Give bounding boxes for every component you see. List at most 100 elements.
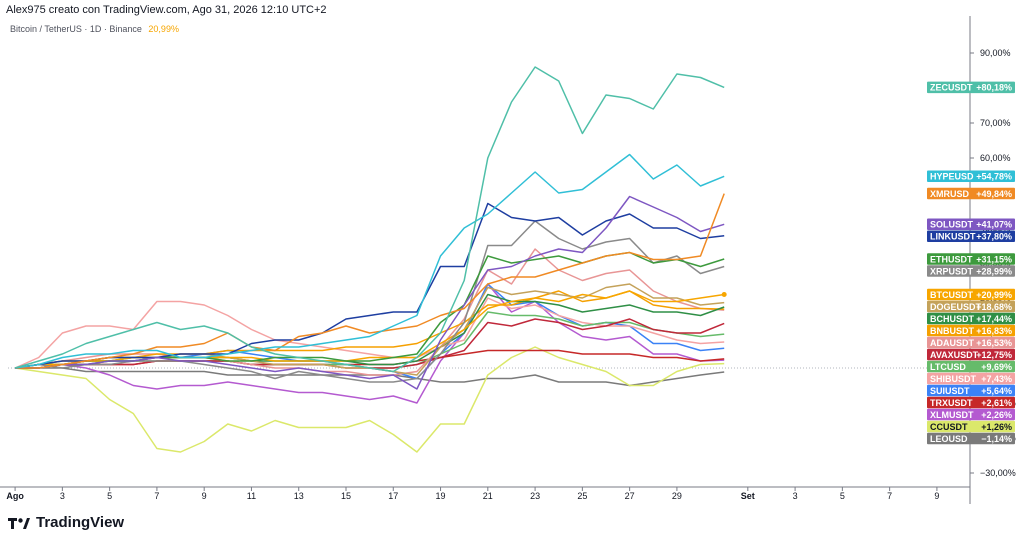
tag-ethusdt[interactable]: ETHUSDT +31,15% xyxy=(927,253,1015,265)
tag-symbol: BTCUSDT xyxy=(930,290,973,300)
btc-last-point xyxy=(721,292,727,298)
tag-symbol: BCHUSDT xyxy=(930,314,975,324)
tag-zecusdt[interactable]: ZECUSDT +80,18% xyxy=(927,81,1015,94)
tag-value: +41,07% xyxy=(976,220,1012,230)
tag-value: +28,99% xyxy=(976,266,1012,276)
symbol-legend-name: Bitcoin / TetherUS · 1D · Binance xyxy=(10,24,142,34)
tag-symbol: ZECUSDT xyxy=(930,83,973,93)
tag-ccusdt[interactable]: CCUSDT +1,26% xyxy=(927,420,1015,433)
tag-background xyxy=(927,396,1015,409)
tradingview-logo-text: TradingView xyxy=(36,514,125,531)
tag-value: +5,64% xyxy=(981,386,1012,396)
series-line-hypeusd xyxy=(14,153,725,369)
y-tick-label: 90,00% xyxy=(980,48,1011,58)
tag-background xyxy=(927,384,1015,397)
series-line-xlmusdt xyxy=(15,283,725,404)
x-tick-label: 9 xyxy=(934,491,939,501)
series-tags: ZECUSDT +80,18% HYPEUSD +54,78% XMRUSD +49,84… xyxy=(927,81,1015,445)
tag-symbol: TRXUSDT xyxy=(930,398,973,408)
x-axis: Ago 3 5 7 9 11 13 15 17 19 21 23 25 27 29 Set 3 5 7 9 xyxy=(0,486,970,501)
tag-leousd[interactable]: LEOUSD −1,14% xyxy=(927,432,1015,445)
tag-xmrusd[interactable]: XMRUSD +49,84% xyxy=(927,187,1015,200)
tag-symbol: SOLUSDT xyxy=(930,220,974,230)
tag-bnbusdt[interactable]: BNBUSDT +16,83% xyxy=(927,324,1015,337)
tag-background xyxy=(927,81,1015,94)
x-tick-label: 11 xyxy=(247,491,256,501)
tradingview-branding[interactable]: TradingView xyxy=(8,514,124,531)
x-tick-label: 27 xyxy=(625,491,635,501)
tag-avaxusdt[interactable]: AVAXUSDT+12,75% xyxy=(927,348,1015,361)
x-tick-label: 19 xyxy=(436,491,446,501)
tag-value: +1,26% xyxy=(981,422,1012,432)
tag-background xyxy=(927,300,1015,313)
tag-value: −1,14% xyxy=(981,434,1012,444)
x-tick-label: 3 xyxy=(793,491,798,501)
tag-symbol: LTCUSD xyxy=(930,362,966,372)
tag-symbol: XLMUSDT xyxy=(930,410,974,420)
tag-background xyxy=(927,312,1015,325)
x-tick-label: 5 xyxy=(107,491,112,501)
tag-background xyxy=(927,230,1015,243)
x-tick-label: 15 xyxy=(341,491,351,501)
tag-dogeusdt[interactable]: DOGEUSDT+18,68% xyxy=(927,300,1015,313)
tag-symbol: AVAXUSDT xyxy=(930,350,979,360)
tag-background xyxy=(927,408,1015,421)
tag-background xyxy=(927,324,1015,337)
tag-value: +2,26% xyxy=(981,410,1012,420)
series-line-zecusdt xyxy=(14,66,725,373)
tag-linkusdt[interactable]: LINKUSDT +37,80% xyxy=(927,230,1015,243)
y-tick-label: −30,00% xyxy=(980,468,1016,478)
y-tick-label: 60,00% xyxy=(980,153,1011,163)
x-tick-label: 5 xyxy=(840,491,845,501)
tag-suiusdt[interactable]: SUIUSDT +5,64% xyxy=(927,384,1015,397)
tag-background xyxy=(927,218,1015,231)
tag-xlmusdt[interactable]: XLMUSDT +2,26% xyxy=(927,408,1015,421)
tag-background xyxy=(927,360,1015,373)
tag-background xyxy=(927,348,1015,361)
tag-ltcusd[interactable]: LTCUSD +9,69% xyxy=(927,360,1015,373)
tag-xrpusdt[interactable]: XRPUSDT +28,99% xyxy=(927,265,1015,277)
x-tick-label: Ago xyxy=(6,491,24,501)
series-line-ethusdt xyxy=(15,251,725,369)
tag-value: +12,75% xyxy=(976,350,1012,360)
tag-value: +17,44% xyxy=(976,314,1012,324)
tag-background xyxy=(927,372,1015,385)
x-tick-label: 23 xyxy=(530,491,540,501)
tag-value: +54,78% xyxy=(976,172,1012,182)
tag-background xyxy=(927,187,1015,200)
tag-btcusdt[interactable]: BTCUSDT +20,99% xyxy=(927,288,1015,301)
tag-background xyxy=(927,170,1015,183)
tag-value: +16,53% xyxy=(976,338,1012,348)
series-line-linkusdt xyxy=(14,202,725,369)
x-tick-label: Set xyxy=(741,491,755,501)
tag-symbol: XRPUSDT xyxy=(930,266,974,276)
series-line-xmrusd xyxy=(15,193,725,369)
tag-symbol: LEOUSD xyxy=(930,434,968,444)
tag-value: +37,80% xyxy=(976,232,1012,242)
tag-symbol: DOGEUSDT xyxy=(930,302,982,312)
x-tick-label: 7 xyxy=(887,491,892,501)
x-tick-label: 9 xyxy=(202,491,207,501)
tag-trxusdt[interactable]: TRXUSDT +2,61% xyxy=(927,396,1015,409)
tag-value: +16,83% xyxy=(976,326,1012,336)
tag-solusdt[interactable]: SOLUSDT +41,07% xyxy=(927,218,1015,231)
tag-bchusdt[interactable]: BCHUSDT +17,44% xyxy=(927,312,1015,325)
tag-shibusdt[interactable]: SHIBUSDT +7,43% xyxy=(927,372,1015,385)
series-line-solusdt xyxy=(15,195,725,390)
tag-symbol: XMRUSD xyxy=(930,189,970,199)
tag-symbol: ETHUSDT xyxy=(930,254,973,264)
x-tick-label: 7 xyxy=(154,491,159,501)
tag-background xyxy=(927,265,1015,277)
symbol-legend-value: 20,99% xyxy=(148,24,179,34)
tag-value: +31,15% xyxy=(976,254,1012,264)
chart-header-title: Alex975 creato con TradingView.com, Ago … xyxy=(6,4,327,16)
y-axis: 90,00%80,00%70,00%60,00%50,00%40,00%30,0… xyxy=(8,16,1016,504)
tag-value: +7,43% xyxy=(981,374,1012,384)
tag-hypeusd[interactable]: HYPEUSD +54,78% xyxy=(927,170,1015,183)
tag-adausdt[interactable]: ADAUSDT +16,53% xyxy=(927,336,1015,349)
tag-symbol: LINKUSDT xyxy=(930,232,976,242)
tag-value: +9,69% xyxy=(981,362,1012,372)
tag-background xyxy=(927,336,1015,349)
symbol-legend[interactable]: Bitcoin / TetherUS · 1D · Binance 20,99% xyxy=(10,24,179,34)
